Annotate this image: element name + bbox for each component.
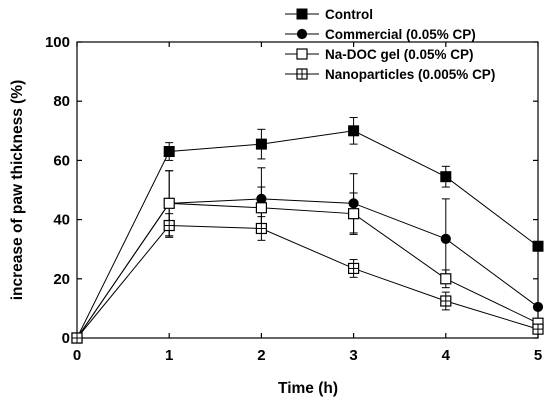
series-1-point: [532, 240, 544, 252]
legend-item-3-marker: [296, 48, 308, 60]
x-tick-label: 1: [165, 347, 173, 364]
legend: Control Commercial (0.05% CP) Na-DOC gel (…: [285, 7, 495, 82]
series-1-point: [255, 138, 267, 150]
series-4-point: [163, 219, 175, 232]
legend-item-1-marker: [296, 8, 308, 20]
x-tick-label: 3: [349, 347, 357, 364]
x-axis-title: Time (h): [278, 380, 338, 397]
y-tick-label: 20: [53, 271, 70, 288]
series-4-point: [348, 262, 360, 275]
series-3-point: [440, 273, 452, 285]
x-tick-label: 4: [442, 347, 451, 364]
y-tick-label: 0: [62, 330, 70, 347]
series-4-point: [71, 332, 83, 344]
legend-item-1-label: Control: [325, 7, 373, 22]
series-3-point: [255, 202, 267, 214]
series-2-point: [532, 301, 544, 313]
legend-item-4-marker: [296, 68, 308, 80]
y-tick-label: 100: [45, 34, 70, 51]
series-4-line: [76, 225, 539, 339]
legend-item-3-label: Na-DOC gel (0.05% CP): [325, 47, 474, 62]
x-tick-label: 5: [534, 347, 542, 364]
y-tick-label: 40: [53, 212, 70, 229]
series-4-point: [440, 295, 452, 307]
series-3-point: [163, 197, 175, 209]
legend-item-2-marker: [296, 28, 308, 40]
y-tick-label: 60: [53, 152, 70, 169]
x-tick-label: 0: [73, 347, 81, 364]
series-1-point: [440, 171, 452, 183]
axes: 0 20 40 60 80 100 0 1 2 3 4 5: [45, 34, 542, 364]
series-1-point: [163, 146, 175, 158]
x-tick-label: 2: [257, 347, 265, 364]
series-2-point: [440, 233, 451, 244]
series-3-line: [76, 202, 539, 339]
y-tick-label: 80: [53, 93, 70, 110]
series-4-point: [255, 222, 267, 235]
plot-area: [71, 116, 544, 344]
series-4-point: [532, 323, 544, 335]
series-1-point: [348, 125, 360, 137]
y-axis-title: increase of paw thickness (%): [9, 80, 26, 301]
plot-frame: [76, 41, 539, 339]
series-3-point: [348, 208, 360, 220]
legend-item-2-label: Commercial (0.05% CP): [325, 27, 476, 42]
series-2-line: [76, 198, 539, 339]
legend-item-4-label: Nanoparticles (0.005% CP): [325, 67, 495, 82]
series-1-line: [76, 130, 539, 339]
